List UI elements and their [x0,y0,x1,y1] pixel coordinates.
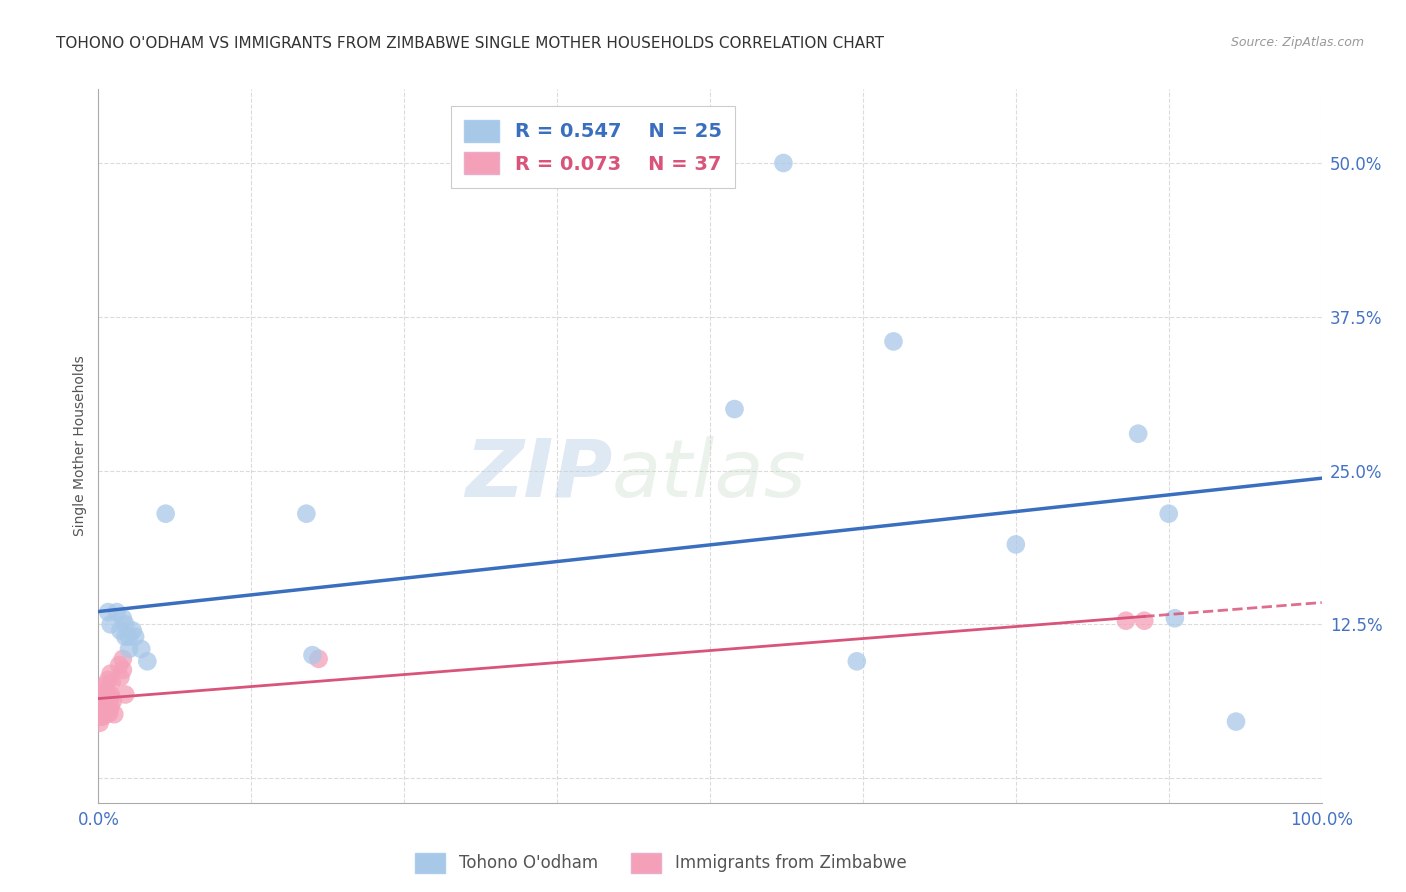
Point [136,654,159,668]
Point [91,691,114,706]
Point [111,611,134,625]
Point [114,630,136,644]
Point [118,630,141,644]
Point [723,402,745,417]
Point [121,624,143,638]
Text: TOHONO O'ODHAM VS IMMIGRANTS FROM ZIMBABWE SINGLE MOTHER HOUSEHOLDS CORRELATION : TOHONO O'ODHAM VS IMMIGRANTS FROM ZIMBAB… [56,36,884,51]
Point [111,652,134,666]
Point [883,334,905,349]
Point [100,688,122,702]
Point [114,688,136,702]
Point [118,642,141,657]
Point [105,605,128,619]
Point [93,679,115,693]
Point [91,698,114,712]
Point [91,695,114,709]
Y-axis label: Single Mother Households: Single Mother Households [73,356,87,536]
Point [100,617,122,632]
Point [1133,614,1156,628]
Point [301,648,323,662]
Point [90,698,112,712]
Text: ZIP: ZIP [465,435,612,514]
Point [89,715,111,730]
Point [772,156,794,170]
Point [124,630,146,644]
Point [110,670,132,684]
Point [90,704,112,718]
Point [1225,714,1247,729]
Point [89,704,111,718]
Point [89,709,111,723]
Point [295,507,318,521]
Text: Source: ZipAtlas.com: Source: ZipAtlas.com [1230,36,1364,49]
Point [129,642,152,657]
Point [93,699,115,714]
Point [100,666,122,681]
Point [93,691,115,706]
Point [308,652,330,666]
Text: atlas: atlas [612,435,807,514]
Point [98,706,121,720]
Point [1157,507,1180,521]
Legend: Tohono O'odham, Immigrants from Zimbabwe: Tohono O'odham, Immigrants from Zimbabwe [409,847,912,880]
Point [94,682,117,697]
Point [845,654,868,668]
Point [98,694,121,708]
Point [1115,614,1137,628]
Point [97,605,120,619]
Point [101,675,124,690]
Point [91,704,114,718]
Point [1128,426,1150,441]
Point [94,694,117,708]
Point [103,707,125,722]
Point [110,624,132,638]
Point [101,694,124,708]
Point [155,507,177,521]
Point [97,673,120,687]
Point [108,658,131,673]
Point [91,685,114,699]
Point [91,709,114,723]
Point [1004,537,1026,551]
Point [90,709,112,723]
Point [96,707,118,722]
Point [1164,611,1187,625]
Legend: R = 0.547    N = 25, R = 0.073    N = 37: R = 0.547 N = 25, R = 0.073 N = 37 [451,106,735,188]
Point [114,617,136,632]
Point [97,688,120,702]
Point [111,663,134,677]
Point [91,707,114,722]
Point [100,699,122,714]
